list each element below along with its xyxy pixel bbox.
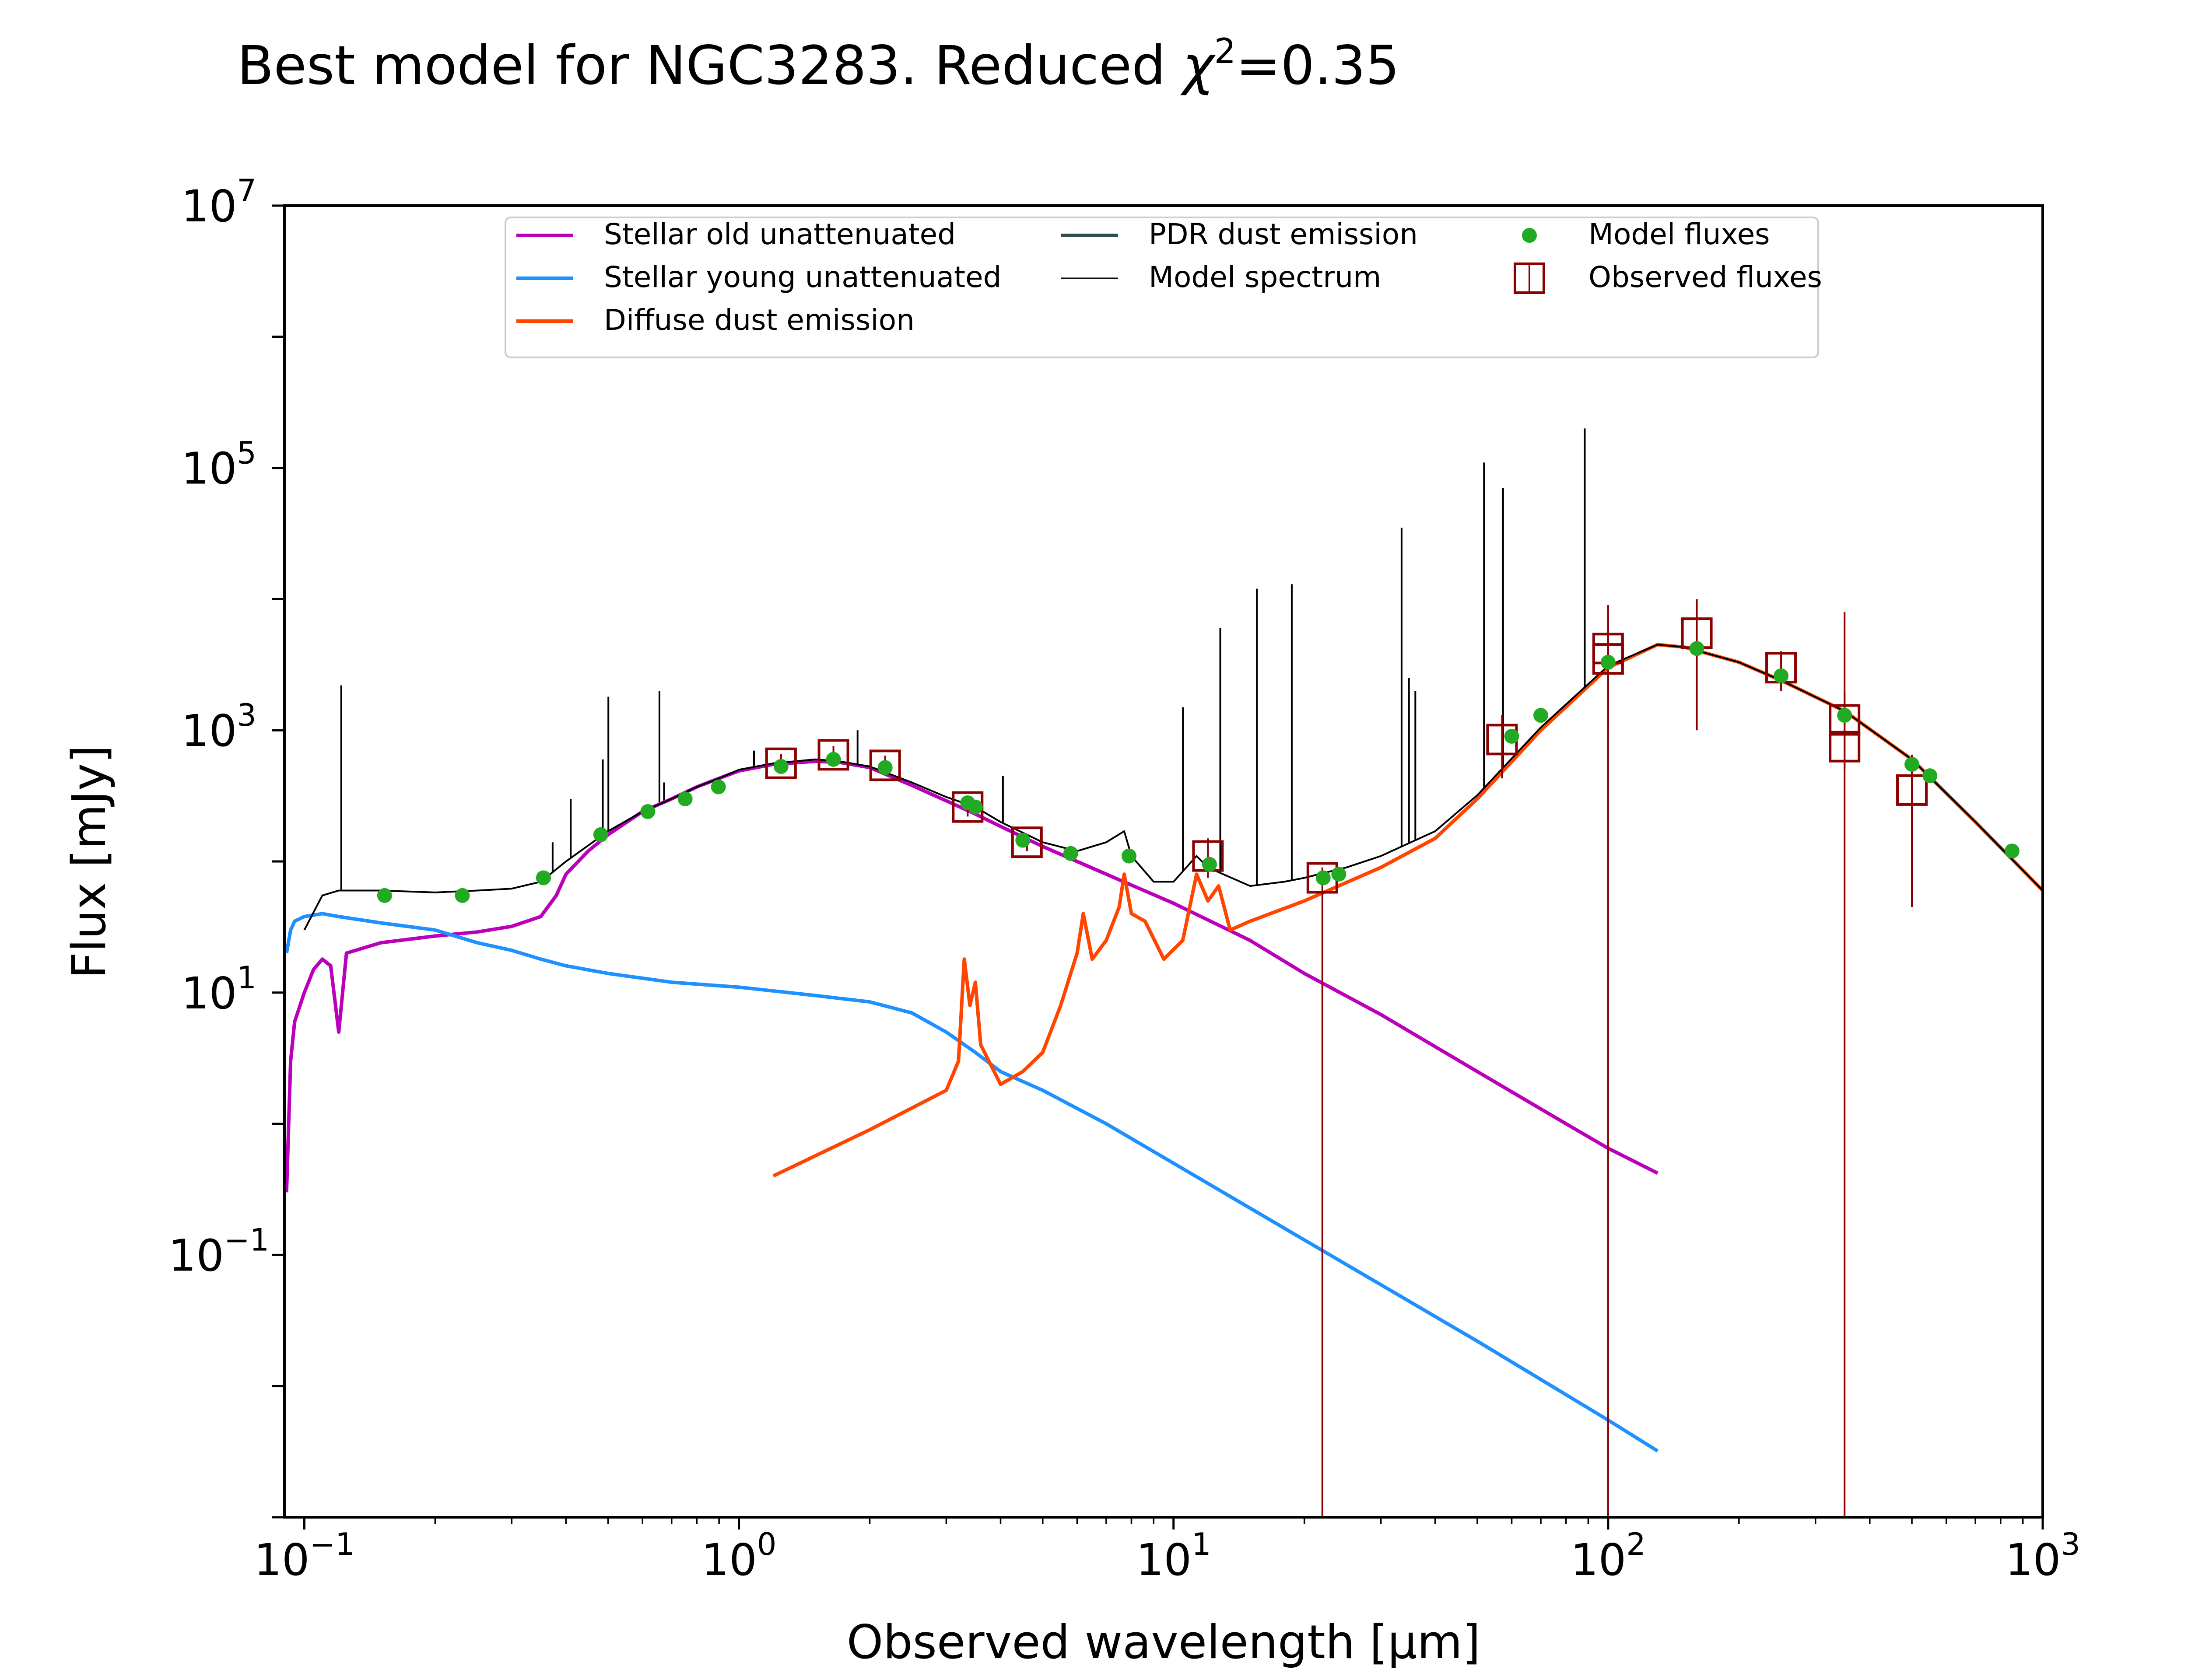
plot-area [284,428,2043,1517]
model-flux-point [1202,857,1217,872]
x-tick-label: 103 [2005,1526,2080,1586]
model-flux-point [1331,867,1346,882]
model-flux-point [2004,844,2020,859]
model-flux-point [1904,757,1920,772]
model-flux-point [377,888,392,903]
legend-label: Observed fluxes [1588,260,1822,294]
y-tick-label: 101 [181,960,256,1019]
y-tick-label: 107 [181,173,256,232]
x-tick-label: 101 [1136,1526,1211,1586]
legend-box [505,217,1819,358]
model-flux-point [1504,728,1519,744]
series-model-spectrum [303,644,2043,931]
legend-label: Model fluxes [1588,217,1770,251]
model-flux-point [968,799,983,815]
x-tick-label: 102 [1571,1526,1646,1586]
observed-flux-marker [765,747,797,779]
observed-flux-marker [1896,774,1928,806]
observed-flux-marker [869,749,901,781]
model-flux-point [455,888,470,903]
model-flux-point [1837,708,1852,723]
legend-item-pdr-dust-emission: PDR dust emission [1061,217,1418,251]
y-tick-label: 10−1 [168,1222,269,1281]
x-tick-label: 100 [701,1526,777,1586]
model-flux-point [1600,654,1616,670]
legend-item-diffuse-dust-emission: Diffuse dust emission [516,303,915,337]
legend-label: Diffuse dust emission [604,303,915,337]
model-flux-point [536,870,551,886]
model-flux-point [711,779,726,794]
axes: 10−1 100 101 102 103 10−1 101 103 105 107 [168,173,2080,1586]
legend-item-model-fluxes: Model fluxes [1522,217,1770,251]
y-tick-label: 103 [181,697,256,756]
model-flux-point [1689,641,1704,656]
model-flux-point [1315,870,1331,886]
legend-swatch [1522,228,1537,243]
title-prefix: Best model for NGC3283. Reduced [237,35,1183,97]
y-axis-label: Flux [mJy] [62,745,116,979]
model-flux-point [677,791,693,806]
model-flux-point [1774,668,1789,683]
model-flux-point [826,752,841,767]
legend-label: Stellar old unattenuated [604,217,956,251]
model-flux-point [1122,848,1137,864]
model-flux-point [877,760,893,775]
chart-title: Best model for NGC3283. Reduced χ2=0.35 [237,32,1399,97]
model-flux-point [1922,768,1938,784]
title-suffix: =0.35 [1236,35,1399,97]
model-flux-point [593,827,608,842]
model-flux-point [773,759,789,774]
legend-item-observed-fluxes: Observed fluxes [1514,260,1822,294]
legend-label: PDR dust emission [1149,217,1418,251]
observed-flux-marker [817,739,849,771]
model-flux-point [640,804,656,819]
x-tick-label: 10−1 [254,1526,354,1586]
title-superscript: 2 [1214,32,1236,71]
legend: Stellar old unattenuated Stellar young un… [505,217,1822,358]
model-flux-point [1533,708,1549,723]
legend-item-stellar-old-unattenuated: Stellar old unattenuated [516,217,956,251]
legend-item-model-spectrum: Model spectrum [1061,260,1381,294]
observed-flux-marker [1011,826,1043,858]
x-axis-label: Observed wavelength [μm] [847,1615,1480,1669]
series-stellar-young-unattenuated [284,912,1659,1452]
legend-item-stellar-young-unattenuated: Stellar young unattenuated [516,260,1002,294]
observed-flux-marker [1829,731,1861,763]
y-tick-label: 105 [181,435,256,494]
legend-label: Model spectrum [1149,260,1381,294]
model-flux-point [1063,846,1078,861]
title-chi: χ [1180,35,1216,97]
legend-label: Stellar young unattenuated [604,260,1002,294]
model-flux-point [1015,833,1031,848]
